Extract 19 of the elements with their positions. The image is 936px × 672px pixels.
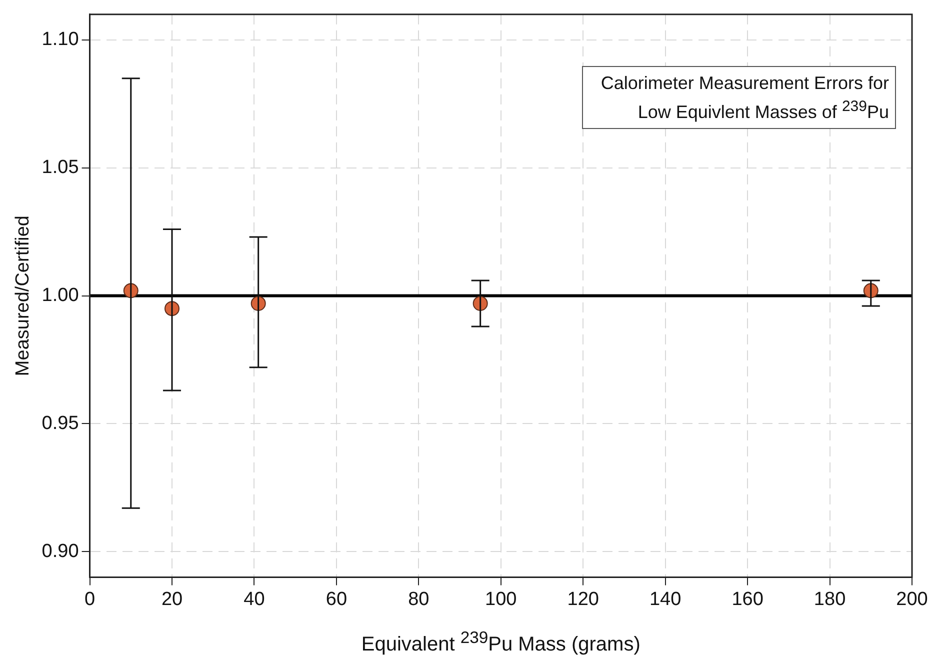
x-tick-label: 100 [485,588,517,610]
x-tick-label: 60 [326,588,348,610]
annotation: Calorimeter Measurement Errors for Low Equivlent Masses of $^{239}$Pu [582,66,896,130]
y-axis-title: Measured/Certified [12,216,34,376]
x-tick-label: 180 [814,588,846,610]
x-axis-title: Equivalent $^{239}$Pu Mass (grams) [360,628,642,657]
x-tick-label: 160 [732,588,764,610]
x-tick-label: 200 [896,588,928,610]
y-tick-label: 1.00 [42,285,79,306]
y-tick-label: 0.90 [42,540,79,562]
x-tick-label: 40 [244,588,265,610]
x-tick-label: 20 [161,588,183,610]
y-tick-label: 0.95 [42,412,79,434]
x-tick-label: 0 [84,588,96,610]
y-tick-label: 1.10 [42,29,79,50]
y-tick-label: 1.05 [42,157,79,178]
x-tick-label: 120 [567,588,599,610]
x-tick-label: 140 [649,588,682,610]
x-tick-label: 80 [408,588,430,610]
